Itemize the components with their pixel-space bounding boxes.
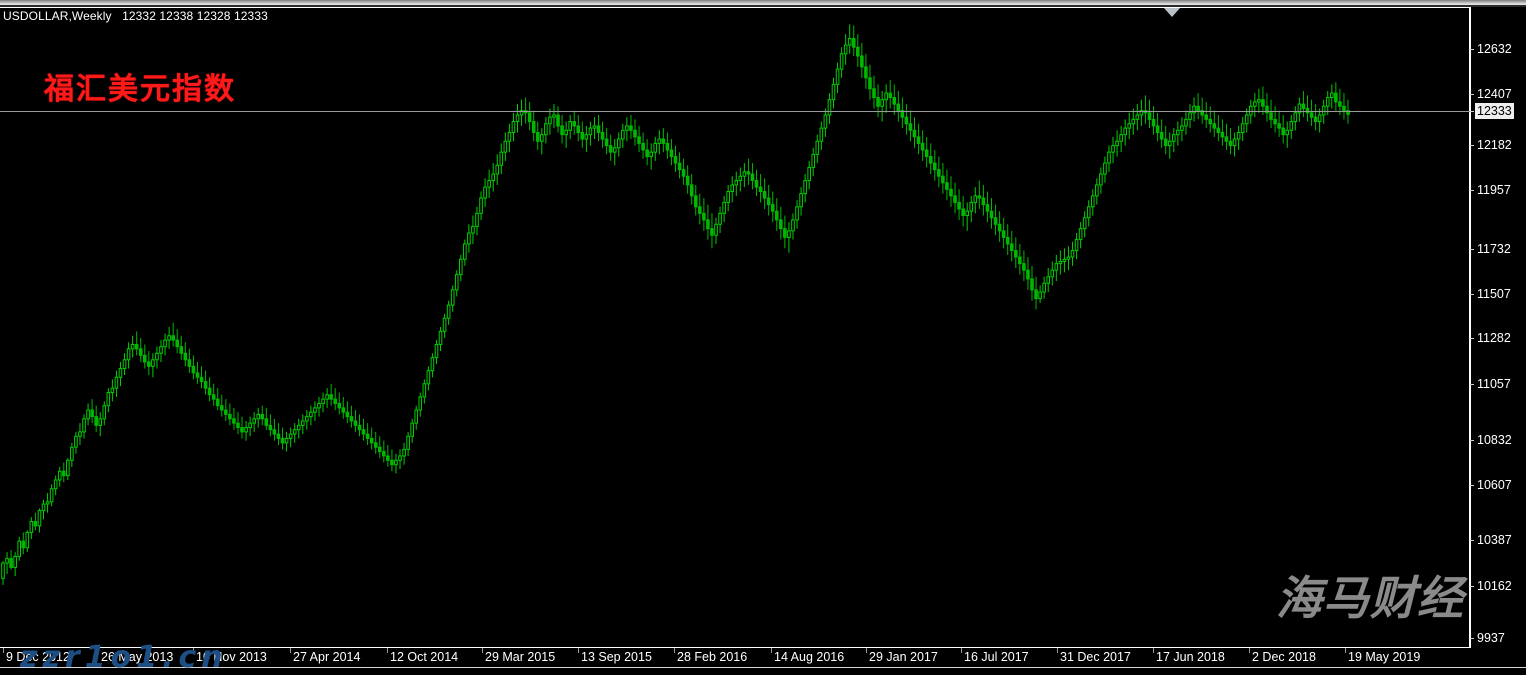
price-tick-label: 12407 [1477, 87, 1512, 101]
price-axis-tick: 11957 [1470, 182, 1526, 198]
price-tick-mark [1470, 338, 1474, 339]
price-axis-tick: 10162 [1470, 578, 1526, 594]
symbol-label: USDOLLAR,Weekly [3, 9, 112, 23]
date-tick-mark [674, 648, 675, 653]
date-tick-mark [98, 648, 99, 653]
price-tick-mark [1470, 145, 1474, 146]
date-tick-label: 16 Jul 2017 [964, 650, 1029, 664]
price-axis-tick: 11057 [1470, 376, 1526, 392]
price-tick-mark [1470, 190, 1474, 191]
price-axis-tick: 11507 [1470, 286, 1526, 302]
price-tick-mark [1470, 638, 1474, 639]
price-axis-tick: 10832 [1470, 432, 1526, 448]
date-tick-mark [387, 648, 388, 653]
date-tick-mark [578, 648, 579, 653]
date-tick-label: 19 May 2019 [1348, 650, 1421, 664]
price-tick-mark [1470, 249, 1474, 250]
price-tick-mark [1470, 586, 1474, 587]
date-scale[interactable]: 9 Dec 2012 26 May 2013 10 Nov 2013 27 Apr 2… [0, 648, 1526, 675]
price-axis-tick: 12407 [1470, 86, 1526, 102]
price-scale[interactable]: 12632 12407 12333 12182 11957 11732 11507 11282… [1470, 7, 1526, 648]
price-tick-label: 9937 [1477, 631, 1505, 645]
price-tick-mark [1470, 111, 1474, 112]
price-tick-mark [1470, 485, 1474, 486]
price-tick-mark [1470, 384, 1474, 385]
watermark-brand-text: 海马财经 [1276, 571, 1464, 625]
price-axis-tick: 10387 [1470, 532, 1526, 548]
date-tick-label: 2 Dec 2018 [1252, 650, 1316, 664]
date-tick-label: 28 Feb 2016 [677, 650, 748, 664]
price-tick-label: 10832 [1477, 433, 1512, 447]
date-tick-label: 13 Sep 2015 [581, 650, 652, 664]
price-tick-mark [1470, 49, 1474, 50]
date-tick-label: 12 Oct 2014 [390, 650, 459, 664]
date-tick-mark [1057, 648, 1058, 653]
price-tick-label: 11057 [1477, 377, 1511, 391]
date-tick-label: 9 Dec 2012 [6, 650, 70, 664]
price-axis-tick: 12182 [1470, 137, 1526, 153]
candlestick-svg [1, 24, 1350, 585]
chart-frame [0, 7, 1470, 648]
date-tick-mark [482, 648, 483, 653]
price-tick-label: 12333 [1475, 103, 1514, 119]
window-titlebar-shadow [0, 5, 1526, 7]
date-tick-label: 31 Dec 2017 [1060, 650, 1131, 664]
price-axis-tick: 9937 [1470, 630, 1526, 646]
date-tick-mark [1345, 648, 1346, 653]
price-axis-tick: 12632 [1470, 41, 1526, 57]
ohlc-values: 12332 12338 12328 12333 [122, 9, 268, 23]
date-tick-label: 29 Jan 2017 [869, 650, 938, 664]
date-tick-label: 29 Mar 2015 [485, 650, 556, 664]
date-tick-label: 26 May 2013 [101, 650, 174, 664]
window-titlebar-strip [0, 0, 1526, 7]
price-tick-label: 10387 [1477, 533, 1512, 547]
price-tick-label: 10607 [1477, 478, 1512, 492]
current-price-line [0, 111, 1470, 112]
date-tick-label: 10 Nov 2013 [196, 650, 267, 664]
price-tick-label: 10162 [1477, 579, 1512, 593]
price-tick-mark [1470, 94, 1474, 95]
price-axis-tick: 11282 [1470, 330, 1526, 346]
price-scale-axis-line [1470, 7, 1471, 648]
date-scale-top-border [0, 667, 1526, 668]
date-tick-mark [771, 648, 772, 653]
date-tick-mark [1153, 648, 1154, 653]
price-axis-tick: 12333 [1470, 103, 1526, 119]
date-tick-mark [866, 648, 867, 653]
date-tick-label: 14 Aug 2016 [774, 650, 845, 664]
price-tick-mark [1470, 440, 1474, 441]
price-tick-label: 11957 [1477, 183, 1511, 197]
date-tick-mark [961, 648, 962, 653]
price-tick-label: 11732 [1477, 242, 1511, 256]
price-tick-mark [1470, 540, 1474, 541]
symbol-ohlc-header: USDOLLAR,Weekly 12332 12338 12328 12333 [3, 9, 268, 23]
date-tick-mark [290, 648, 291, 653]
date-tick-mark [193, 648, 194, 653]
down-triangle-marker-icon[interactable] [1164, 8, 1180, 17]
date-tick-mark [1249, 648, 1250, 653]
chart-annotation-text: 福汇美元指数 [44, 73, 236, 106]
candlestick-plot-area[interactable] [0, 16, 1468, 648]
date-tick-label: 17 Jun 2018 [1156, 650, 1225, 664]
date-tick-mark [3, 648, 4, 653]
price-axis-tick: 11732 [1470, 241, 1526, 257]
price-tick-label: 11507 [1477, 287, 1511, 301]
price-tick-mark [1470, 294, 1474, 295]
watermark-url-text: zzr1o1.cn [20, 640, 228, 675]
price-axis-tick: 10607 [1470, 477, 1526, 493]
price-tick-label: 12632 [1477, 42, 1512, 56]
date-tick-label: 27 Apr 2014 [293, 650, 361, 664]
price-tick-label: 12182 [1477, 138, 1512, 152]
price-tick-label: 11282 [1477, 331, 1511, 345]
